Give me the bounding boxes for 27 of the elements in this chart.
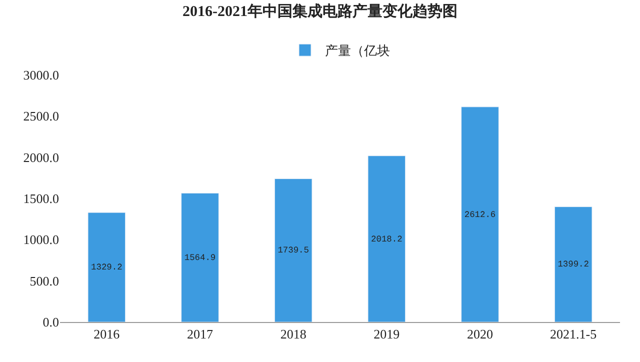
y-tick-label: 2500.0 — [23, 108, 59, 124]
x-tick-label: 2019 — [374, 326, 400, 342]
y-tick-label: 0.0 — [42, 314, 59, 330]
y-tick-label: 1500.0 — [23, 191, 59, 206]
y-tick-label: 3000.0 — [23, 68, 59, 83]
x-tick-label: 2018 — [280, 326, 306, 342]
y-tick-label: 2000.0 — [23, 150, 59, 165]
bar — [554, 206, 592, 322]
x-tick-label: 2016 — [94, 326, 120, 342]
legend-label: 产量（亿块 — [325, 44, 390, 60]
x-tick-label: 2017 — [187, 326, 214, 342]
bar — [368, 156, 406, 322]
data-label: 1564.9 — [184, 252, 216, 263]
data-label: 1739.5 — [278, 246, 309, 256]
data-label: 2612.6 — [464, 210, 496, 220]
bar — [88, 212, 126, 322]
bar — [181, 192, 219, 322]
bar — [461, 106, 499, 322]
data-label: 1329.2 — [91, 262, 122, 273]
y-tick-label: 500.0 — [30, 273, 59, 288]
y-tick-label: 1000.0 — [23, 232, 59, 248]
bar — [274, 178, 312, 322]
chart-title: 2016-2021年中国集成电路产量变化趋势图 — [182, 2, 458, 20]
x-tick-label: 2020 — [467, 326, 493, 342]
x-tick-label: 2021.1-5 — [550, 326, 597, 342]
data-label: 1399.2 — [558, 260, 589, 270]
data-label: 2018.2 — [371, 234, 402, 244]
